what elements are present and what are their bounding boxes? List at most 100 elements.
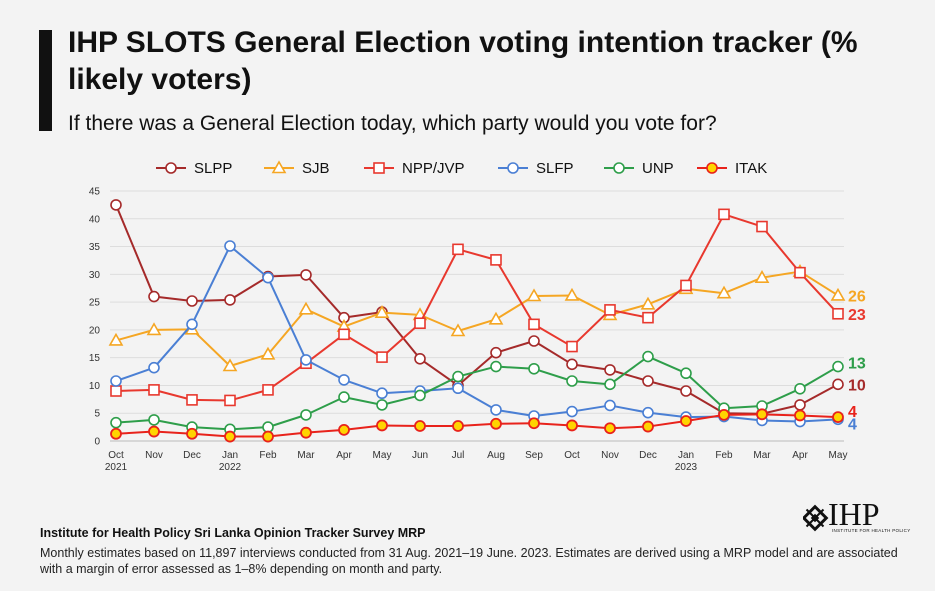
data-point [300, 354, 312, 366]
data-point [794, 382, 806, 395]
legend-marker [507, 162, 519, 174]
y-axis: 0 5 10 15 20 25 30 35 40 45 [89, 187, 101, 448]
data-point [642, 420, 654, 433]
data-point [566, 419, 578, 432]
series-layer [108, 199, 846, 443]
y-tick-label: 0 [94, 437, 100, 448]
legend-label: UNP [642, 160, 674, 177]
series-line [115, 213, 839, 402]
x-tick-label: Dec [639, 450, 657, 461]
data-point [566, 375, 578, 387]
data-point [414, 317, 426, 330]
data-point [642, 311, 654, 324]
data-point [224, 240, 236, 252]
data-point [338, 391, 350, 403]
legend-marker [706, 162, 718, 174]
data-point [338, 328, 350, 341]
data-point [756, 408, 768, 421]
data-point [718, 408, 730, 421]
data-point [528, 335, 540, 347]
data-point [832, 411, 844, 424]
data-point [604, 364, 616, 376]
source-text: Monthly estimates based on 11,897 interv… [40, 546, 898, 576]
data-point [490, 404, 502, 416]
x-tick-label: Oct [108, 450, 124, 461]
end-label: 13 [848, 356, 866, 373]
legend-label: ITAK [735, 160, 767, 177]
end-label: 4 [848, 416, 857, 433]
x-tick-label: Aug [487, 450, 505, 461]
x-tick-label: Apr [336, 450, 352, 461]
data-point [528, 362, 540, 375]
legend-item: NPP/JVP [364, 160, 465, 177]
x-tick-label: Jan [222, 450, 238, 461]
logo-text: IHP [828, 496, 880, 532]
data-point [490, 254, 502, 266]
end-label: 26 [848, 288, 866, 305]
x-tick-label: Mar [753, 450, 771, 461]
data-point [148, 414, 160, 426]
data-point [564, 287, 580, 301]
series-line [115, 270, 839, 367]
x-tick-label: Nov [145, 450, 163, 461]
data-point [374, 305, 390, 318]
series-slfp [110, 240, 844, 428]
data-point [490, 417, 502, 430]
data-point [186, 427, 198, 440]
legend-label: SJB [302, 160, 330, 177]
series-itak [110, 408, 844, 443]
data-point [110, 385, 122, 397]
data-point [300, 269, 312, 281]
data-point [338, 423, 350, 436]
x-tick-label: May [373, 450, 392, 461]
data-point [110, 416, 122, 429]
data-point [490, 346, 502, 359]
data-point [262, 384, 274, 396]
y-tick-label: 30 [89, 270, 101, 281]
data-point [490, 360, 502, 373]
legend-marker [271, 160, 287, 174]
data-point [376, 419, 388, 432]
data-point [338, 374, 350, 386]
data-point [110, 375, 122, 387]
x-tick-label: Feb [259, 450, 277, 461]
data-point [832, 307, 844, 320]
data-point [262, 421, 274, 433]
x-tick-label: 2021 [105, 462, 128, 473]
y-tick-label: 5 [94, 409, 100, 420]
y-tick-label: 45 [89, 187, 101, 198]
x-tick-label: Feb [715, 450, 733, 461]
data-point [148, 361, 160, 374]
data-point [186, 295, 198, 307]
data-point [224, 394, 236, 407]
data-point [830, 287, 846, 301]
legend-item: SJB [264, 160, 330, 177]
data-point [680, 279, 692, 292]
data-point [604, 304, 616, 316]
x-tick-label: Mar [297, 450, 315, 461]
y-tick-label: 25 [89, 298, 101, 309]
data-point [222, 358, 238, 372]
data-point [640, 296, 656, 310]
x-tick-label: 2023 [675, 462, 698, 473]
legend-label: NPP/JVP [402, 160, 465, 177]
data-point [298, 301, 314, 315]
series-npp-jvp [110, 208, 844, 407]
data-point [566, 405, 578, 418]
data-point [452, 243, 464, 256]
y-tick-label: 15 [89, 353, 101, 364]
ihp-logo-icon [803, 504, 829, 532]
line-chart: SLPP SJB NPP/JVP SLFP UNP ITAK 0 5 10 15 20 25 30 35… [89, 160, 866, 473]
end-label: 23 [848, 307, 866, 324]
data-point [604, 399, 616, 412]
data-point [224, 430, 236, 443]
x-tick-label: Dec [183, 450, 201, 461]
y-tick-label: 35 [89, 242, 101, 253]
data-point [260, 346, 276, 360]
series-line [115, 204, 839, 415]
end-label: 4 [848, 404, 857, 421]
title-accent-bar [39, 30, 52, 131]
data-point [680, 385, 692, 397]
data-point [186, 318, 198, 331]
